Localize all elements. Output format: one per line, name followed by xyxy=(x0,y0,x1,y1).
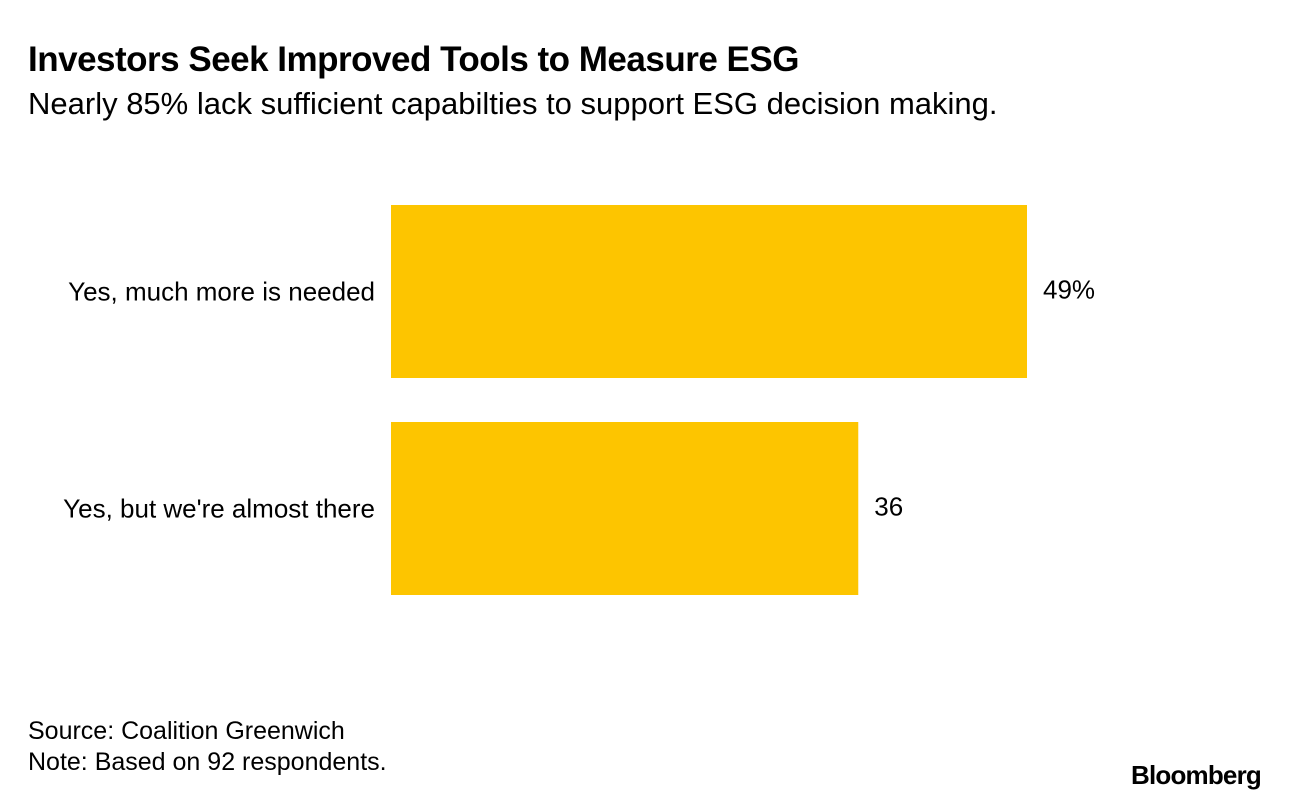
footer: Source: Coalition Greenwich Note: Based … xyxy=(28,716,387,778)
category-label: Yes, much more is needed xyxy=(68,277,375,307)
source-note: Source: Coalition Greenwich xyxy=(28,717,345,745)
value-label: 49% xyxy=(1043,275,1095,305)
bloomberg-logo: Bloomberg xyxy=(1130,760,1262,790)
category-label: Yes, but we're almost there xyxy=(63,494,375,524)
bar-2 xyxy=(391,422,859,595)
chart-title: Investors Seek Improved Tools to Measure… xyxy=(28,40,799,79)
value-label: 36 xyxy=(874,492,903,522)
chart-subtitle: Nearly 85% lack sufficient capabilties t… xyxy=(28,86,998,121)
bar-1 xyxy=(391,205,1027,378)
respondents-note: Note: Based on 92 respondents. xyxy=(28,748,387,776)
